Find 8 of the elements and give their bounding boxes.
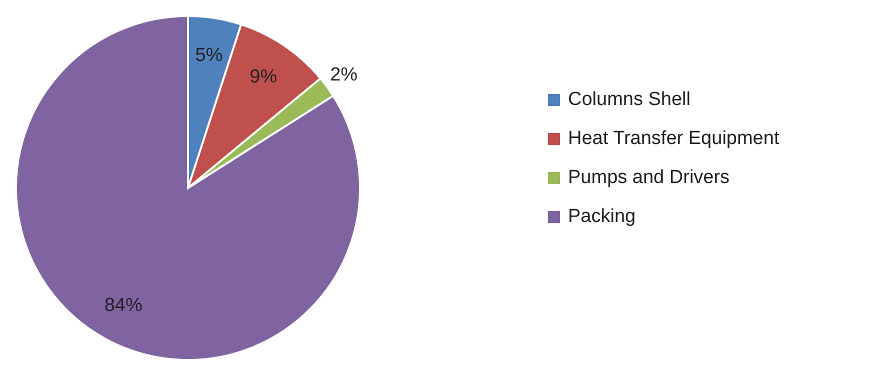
legend-label: Heat Transfer Equipment: [568, 128, 780, 150]
data-label: 84%: [104, 295, 142, 316]
data-label: 9%: [250, 66, 278, 88]
legend-label: Packing: [568, 206, 636, 228]
legend-label: Pumps and Drivers: [568, 166, 730, 188]
data-label: 2%: [330, 64, 358, 86]
legend-label: Columns Shell: [568, 88, 690, 110]
data-label: 5%: [195, 44, 223, 66]
